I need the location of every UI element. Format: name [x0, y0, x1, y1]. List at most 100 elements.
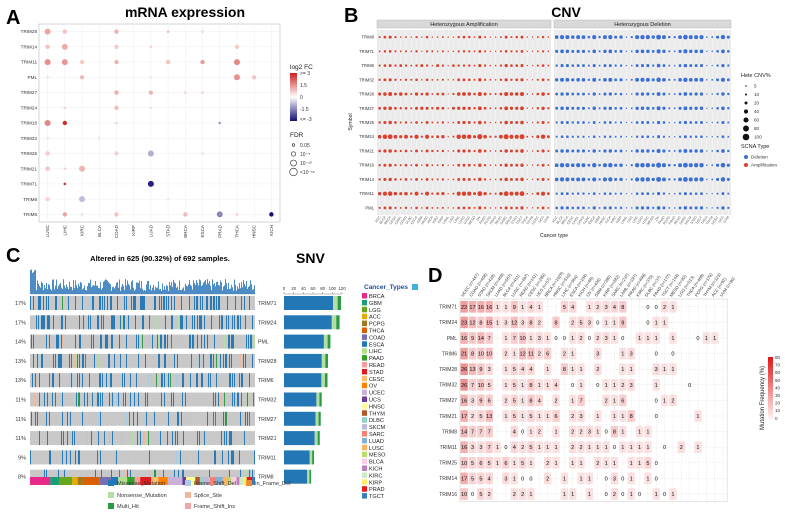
mutfreq-cell: [460, 301, 468, 313]
legend-d-colorbar: [768, 357, 773, 419]
oncoprint-top-bar: [181, 290, 182, 294]
cnv-point: [478, 177, 482, 182]
legend-c-cancer-swatch: [362, 320, 367, 327]
mutfreq-value: 1: [554, 445, 557, 451]
mrna-point: [147, 180, 154, 187]
mutfreq-cell: [468, 394, 477, 407]
oncoprint-mutation-cell: [79, 353, 80, 368]
oncoprint-top-bar: [124, 289, 125, 294]
cnv-cancer-label: KICH: [604, 215, 612, 224]
cnv-point: [425, 149, 429, 153]
oncoprint-mutation-cell: [162, 373, 163, 388]
mutfreq-value: 0: [529, 476, 532, 482]
cnv-point: [711, 192, 713, 195]
mrna-point: [62, 212, 68, 217]
mutfreq-cell: [477, 301, 485, 313]
oncoprint-mutation-cell: [49, 411, 50, 426]
mutfreq-row-label: TRIM32: [439, 383, 457, 389]
cnv-point: [587, 149, 590, 153]
oncoprint-mutation-cell: [95, 469, 96, 484]
cnv-point: [547, 64, 550, 67]
cnv-point: [640, 106, 645, 111]
cnv-point: [410, 78, 413, 81]
mrna-point: [61, 43, 68, 50]
cnv-point: [473, 78, 476, 81]
oncoprint-mutation-cell: [211, 353, 212, 368]
cnv-point: [467, 106, 471, 110]
oncoprint-mutation-cell: [49, 315, 50, 330]
mutfreq-value: 1: [504, 336, 507, 342]
mrna-point: [149, 76, 153, 79]
oncoprint-mutation-cell: [112, 334, 113, 349]
cnv-point: [592, 177, 597, 182]
cnv-point: [457, 177, 461, 181]
mutfreq-value: 1: [571, 398, 574, 404]
legend-b-type-circle: [744, 163, 748, 167]
oncoprint-mutation-cell: [172, 431, 173, 446]
oncoprint-top-bar: [155, 286, 156, 294]
mutfreq-cell: [585, 301, 594, 313]
cnv-point: [587, 107, 590, 110]
mutfreq-value: 0: [521, 476, 524, 482]
cnv-point: [673, 64, 676, 67]
mutfreq-cell: [660, 363, 669, 375]
oncoprint-mutation-cell: [191, 353, 192, 368]
legend-c-mutation-label: Frame_Shift_Del: [194, 481, 236, 487]
cnv-point: [468, 50, 471, 53]
cnv-point: [706, 107, 708, 109]
cnv-point: [614, 135, 617, 138]
cnv-point: [571, 35, 575, 39]
cnv-point: [689, 49, 693, 54]
mutfreq-value: 1: [630, 367, 633, 373]
mutfreq-row-label: TRIM24: [439, 320, 457, 326]
oncoprint-mutation-cell: [59, 315, 60, 330]
mutfreq-value: 15: [486, 320, 492, 326]
oncoprint-mutation-cell: [85, 353, 86, 368]
oncoprint-mutation-cell: [148, 373, 149, 388]
mutfreq-cell: [502, 363, 510, 375]
cnv-point: [473, 36, 476, 38]
oncoprint-mutation-cell: [119, 334, 120, 349]
cnv-point: [565, 35, 570, 40]
mutfreq-value: 1: [521, 414, 524, 420]
mutfreq-value: 0: [504, 445, 507, 451]
mutfreq-value: 1: [671, 305, 674, 311]
mutfreq-cell: [569, 363, 577, 375]
oncoprint-top-bar: [90, 279, 91, 294]
mrna-point: [166, 197, 170, 201]
legend-c-cancer-label: KIRP: [369, 480, 382, 486]
oncoprint-mutation-cell: [234, 373, 235, 388]
cnv-point: [420, 178, 423, 181]
cnv-point: [468, 64, 471, 67]
oncoprint-mutation-cell: [251, 334, 252, 349]
mutfreq-value: 3: [471, 445, 474, 451]
mutfreq-cell: [544, 410, 552, 422]
cnv-point: [608, 121, 612, 124]
mutfreq-value: 2: [488, 492, 491, 498]
mutfreq-value: 6: [504, 461, 507, 467]
cnv-cancer-label: BLCA: [378, 215, 387, 225]
mutfreq-value: 2: [538, 320, 541, 326]
cnv-point: [592, 163, 597, 168]
oncoprint-gene-label: TRIM11: [258, 455, 276, 461]
cnv-point: [425, 163, 429, 167]
legend-d-tick: 60: [775, 370, 781, 375]
mutfreq-cell: [460, 363, 468, 375]
cnv-point: [571, 149, 575, 153]
mrna-point: [234, 44, 240, 50]
cnv-point: [721, 106, 725, 111]
oncoprint-mutation-cell: [126, 296, 127, 310]
mutfreq-cell: [510, 363, 518, 375]
cnv-point: [727, 64, 730, 67]
oncoprint-mutation-cell: [70, 450, 71, 465]
cnv-cancer-label: ESCA: [587, 215, 596, 225]
oncoprint-mutation-cell: [118, 392, 119, 407]
cnv-point: [657, 135, 661, 139]
cnv-point: [431, 107, 434, 110]
oncoprint-mutation-cell: [244, 431, 245, 446]
cnv-point: [700, 135, 703, 139]
oncoprint-mutation-cell: [213, 296, 214, 310]
cnv-point: [592, 149, 596, 153]
cnv-point: [570, 163, 575, 167]
cnv-point: [541, 177, 545, 181]
